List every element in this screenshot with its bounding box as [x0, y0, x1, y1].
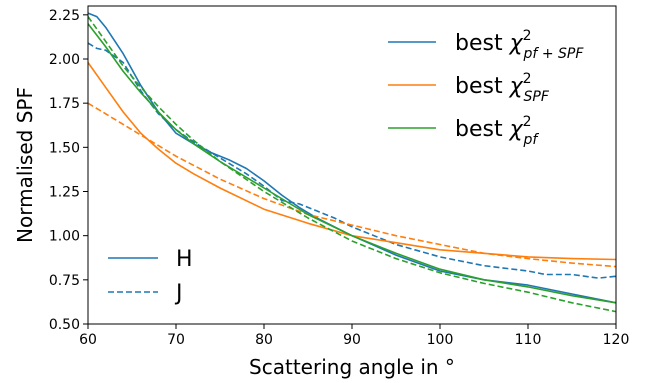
- legend-styles: HJ: [108, 247, 193, 306]
- y-tick-label: 1.50: [49, 140, 80, 156]
- y-tick-label: 2.25: [49, 8, 80, 24]
- y-tick-label: 0.75: [49, 273, 80, 289]
- legend-colors: best χ2 pf + SPF best χ2 SPF best χ2 pf: [388, 28, 584, 148]
- x-tick-label: 90: [343, 332, 361, 348]
- series-line-blue-dashed: [87, 42, 617, 279]
- y-tick-label: 1.00: [49, 229, 80, 245]
- legend-entry-label: best χ2 pf + SPF: [455, 28, 584, 62]
- x-tick-label: 70: [167, 332, 185, 348]
- y-tick-label: 1.25: [49, 185, 80, 201]
- x-axis: 60 70 80 90 100 110 120: [79, 324, 629, 348]
- x-tick-label: 100: [427, 332, 454, 348]
- x-tick-label: 60: [79, 332, 97, 348]
- series-line-green-solid: [87, 23, 617, 304]
- series-layer: [87, 12, 617, 313]
- y-axis: 0.50 0.75 1.00 1.25 1.50 1.75 2.00 2.25: [49, 8, 88, 333]
- legend-entry-label: best χ2 SPF: [455, 71, 550, 105]
- legend-style-label: H: [176, 247, 193, 272]
- series-line-orange-dashed: [87, 102, 617, 268]
- x-tick-label: 80: [255, 332, 273, 348]
- legend-style-label: J: [174, 281, 183, 306]
- legend-entry-label: best χ2 pf: [455, 114, 539, 148]
- y-axis-label: Normalised SPF: [13, 87, 37, 243]
- x-axis-label: Scattering angle in °: [249, 355, 455, 379]
- y-tick-label: 1.75: [49, 96, 80, 112]
- x-tick-label: 120: [603, 332, 630, 348]
- x-tick-label: 110: [515, 332, 542, 348]
- series-line-blue-solid: [87, 12, 617, 304]
- y-tick-label: 0.50: [49, 317, 80, 333]
- series-line-green-dashed: [87, 16, 617, 313]
- y-tick-label: 2.00: [49, 52, 80, 68]
